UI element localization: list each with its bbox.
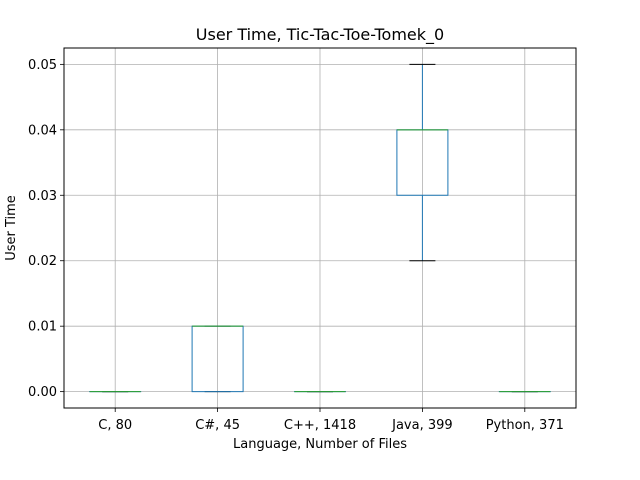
y-tick-label: 0.05 xyxy=(28,58,57,73)
chart-title: User Time, Tic-Tac-Toe-Tomek_0 xyxy=(196,25,444,45)
x-tick-label: C, 80 xyxy=(98,418,132,433)
box-4 xyxy=(396,63,449,262)
y-tick-label: 0.04 xyxy=(28,123,57,138)
boxes-group xyxy=(89,63,551,393)
box-2 xyxy=(191,325,244,393)
x-axis-ticks: C, 80 C#, 45 C++, 1418 Java, 399 Python, 371 xyxy=(98,408,564,433)
y-tick-label: 0.03 xyxy=(28,189,57,204)
y-axis-ticks: 0.00 0.01 0.02 0.03 0.04 0.05 xyxy=(28,58,64,400)
grid-lines xyxy=(64,48,576,408)
x-tick-label: Python, 371 xyxy=(486,418,564,433)
y-tick-label: 0.01 xyxy=(28,320,57,335)
y-axis-label: User Time xyxy=(4,195,19,261)
x-tick-label: C#, 45 xyxy=(195,418,240,433)
y-tick-label: 0.02 xyxy=(28,254,57,269)
x-tick-label: Java, 399 xyxy=(391,418,453,433)
x-tick-label: C++, 1418 xyxy=(284,418,356,433)
y-tick-label: 0.00 xyxy=(28,385,57,400)
x-axis-label: Language, Number of Files xyxy=(233,437,407,452)
